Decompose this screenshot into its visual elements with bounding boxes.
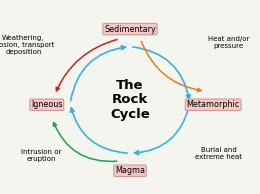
Text: Intrusion or
eruption: Intrusion or eruption — [21, 149, 62, 162]
Text: Metamorphic: Metamorphic — [187, 100, 240, 109]
Text: Sedimentary: Sedimentary — [104, 25, 156, 34]
Text: Weathering,
erosion, transport
deposition: Weathering, erosion, transport depositio… — [0, 35, 55, 55]
Text: Burial and
extreme heat: Burial and extreme heat — [195, 147, 242, 160]
Text: The
Rock
Cycle: The Rock Cycle — [110, 79, 150, 121]
Text: Heat and/or
pressure: Heat and/or pressure — [208, 36, 250, 49]
Text: Igneous: Igneous — [31, 100, 63, 109]
Text: Magma: Magma — [115, 166, 145, 175]
